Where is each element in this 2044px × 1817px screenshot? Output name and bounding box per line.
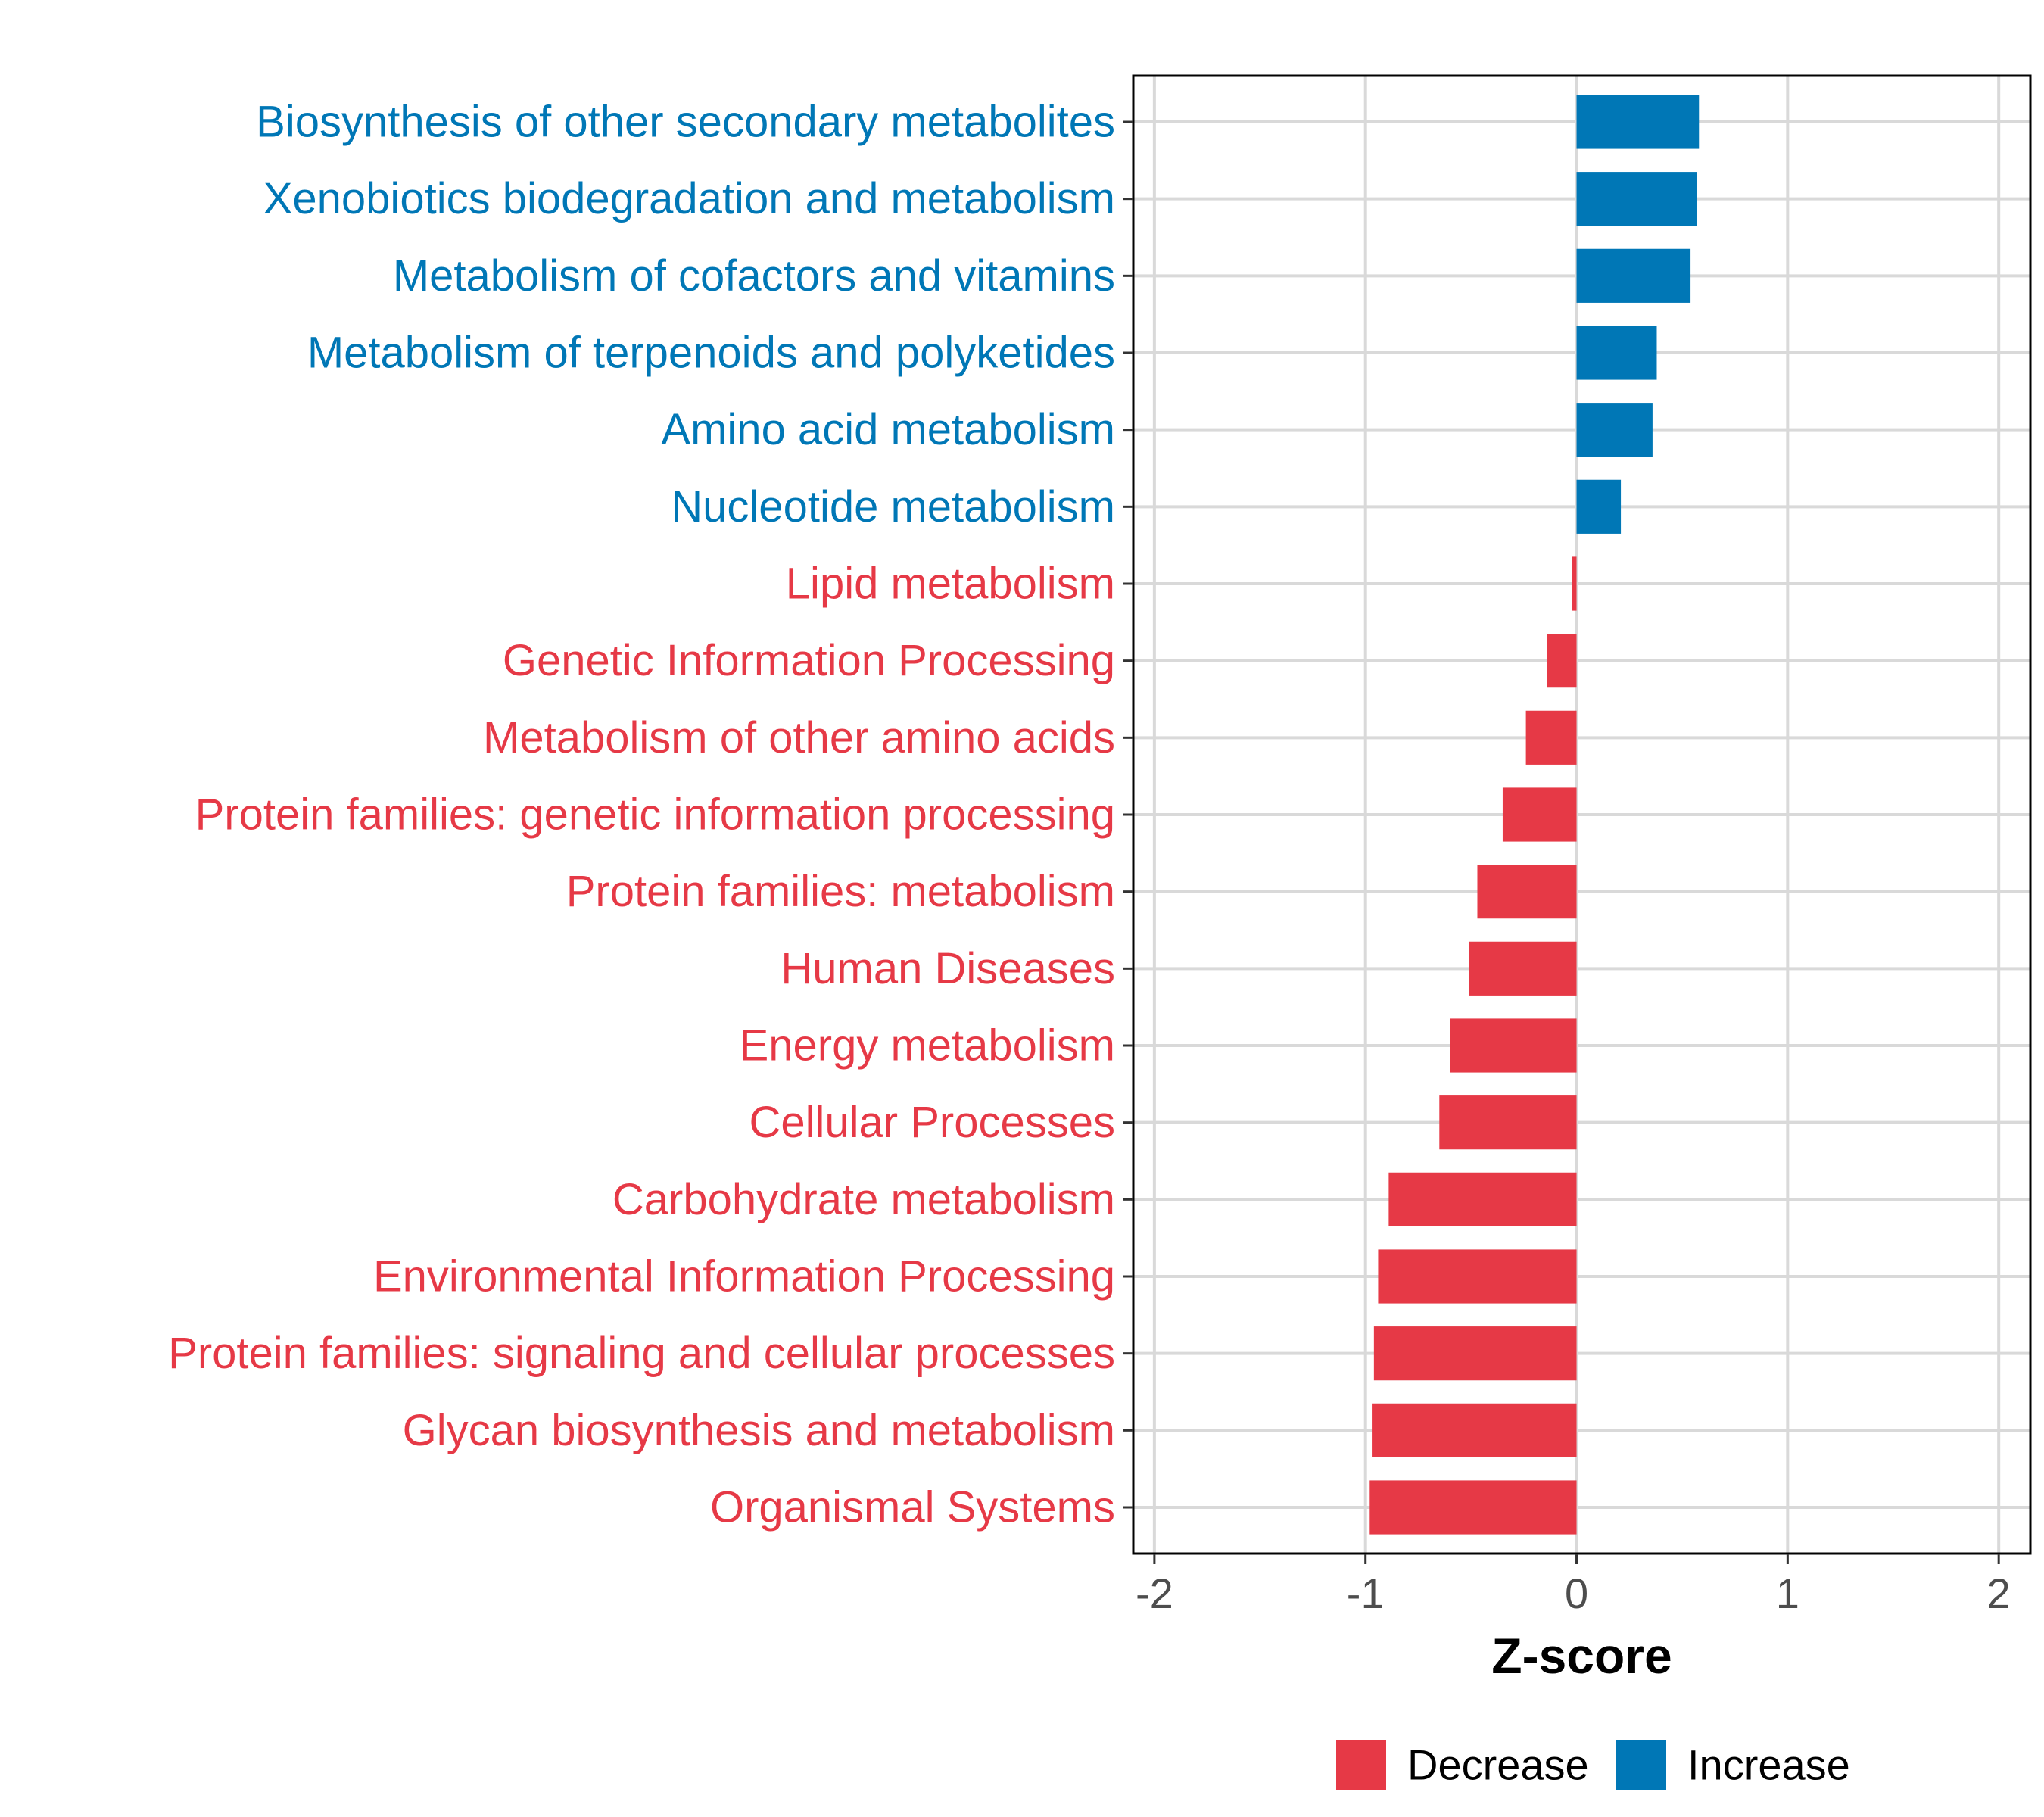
bar [1576, 326, 1657, 380]
category-label: Lipid metabolism [786, 559, 1115, 609]
x-axis-title: Z-score [1491, 1628, 1672, 1684]
category-label: Protein families: signaling and cellular… [168, 1329, 1115, 1378]
bar [1450, 1018, 1577, 1073]
category-label: Environmental Information Processing [373, 1252, 1115, 1301]
legend-label: Increase [1687, 1741, 1850, 1789]
category-label: Protein families: genetic information pr… [195, 790, 1115, 840]
bar [1439, 1095, 1577, 1150]
category-label: Human Diseases [781, 944, 1115, 993]
x-tick-label: 2 [1987, 1569, 2011, 1617]
bar [1576, 95, 1700, 149]
category-label: Cellular Processes [749, 1098, 1115, 1147]
bar [1576, 479, 1622, 534]
category-label: Biosynthesis of other secondary metaboli… [256, 98, 1115, 147]
bar [1572, 556, 1577, 611]
bar [1369, 1480, 1577, 1535]
bar [1388, 1172, 1577, 1226]
x-axis: -2 -1 0 1 2 [1136, 1554, 2011, 1617]
category-label: Energy metabolism [740, 1021, 1115, 1071]
legend-label: Decrease [1407, 1741, 1589, 1789]
y-axis: Biosynthesis of other secondary metaboli… [168, 98, 1133, 1532]
bar [1372, 1403, 1577, 1457]
bar [1469, 941, 1577, 996]
bars [1369, 95, 1700, 1535]
category-label: Metabolism of terpenoids and polyketides [307, 329, 1115, 378]
legend: Decrease Increase [1336, 1740, 1850, 1790]
bar [1378, 1249, 1577, 1304]
bar [1576, 172, 1697, 226]
x-tick-label: 0 [1565, 1569, 1588, 1617]
x-tick-label: -1 [1347, 1569, 1385, 1617]
category-label: Amino acid metabolism [661, 405, 1115, 454]
category-label: Genetic Information Processing [503, 636, 1115, 685]
x-tick-label: 1 [1776, 1569, 1799, 1617]
category-label: Xenobiotics biodegradation and metabolis… [263, 174, 1115, 223]
x-tick-label: -2 [1136, 1569, 1173, 1617]
category-label: Protein families: metabolism [566, 867, 1115, 916]
bar [1547, 634, 1577, 688]
bar [1477, 865, 1577, 919]
category-label: Metabolism of cofactors and vitamins [393, 251, 1115, 301]
category-label: Organismal Systems [710, 1483, 1115, 1532]
bar [1502, 787, 1577, 842]
bar [1525, 710, 1577, 765]
legend-key [1616, 1740, 1666, 1790]
bar [1373, 1326, 1577, 1381]
bar [1576, 248, 1691, 303]
category-label: Metabolism of other amino acids [483, 713, 1115, 762]
legend-key [1336, 1740, 1386, 1790]
bar [1576, 403, 1653, 457]
category-label: Carbohydrate metabolism [612, 1175, 1115, 1224]
category-label: Nucleotide metabolism [671, 482, 1115, 531]
category-label: Glycan biosynthesis and metabolism [403, 1406, 1115, 1455]
